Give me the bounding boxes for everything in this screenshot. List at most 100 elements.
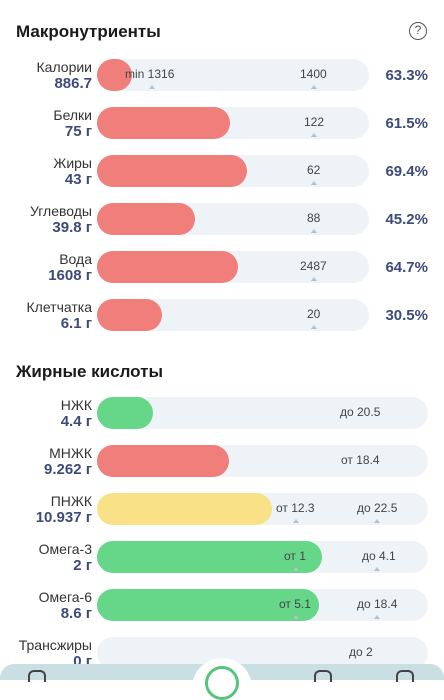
nutrient-name: МНЖК	[49, 445, 92, 461]
progress-track: 62	[97, 155, 369, 187]
nutrient-value: 9.262 г	[44, 461, 92, 478]
target-label: 122	[304, 115, 325, 129]
progress-track: от 12.3 до 22.5	[97, 493, 428, 525]
percent-value: 61.5%	[385, 115, 428, 132]
target-label: 2487	[300, 259, 327, 273]
nutrient-name: Вода	[59, 251, 92, 267]
min-label: от 12.3	[276, 501, 315, 515]
progress-track: 2487	[97, 251, 369, 283]
max-label: до 20.5	[340, 405, 381, 419]
min-label: min 1316	[125, 67, 175, 81]
max-label: до 18.4	[357, 597, 398, 611]
progress-track: до 2	[97, 637, 428, 669]
target-tick	[311, 325, 317, 329]
fatty-row-omega3[interactable]: Омега-3 2 г от 1 до 4.1	[0, 541, 444, 581]
percent-value: 69.4%	[385, 163, 428, 180]
max-tick	[374, 615, 380, 619]
macro-row-fat[interactable]: Жиры 43 г 62 69.4%	[0, 155, 444, 195]
max-label: до 2	[349, 645, 373, 659]
nutrient-name: Омега-3	[38, 541, 92, 557]
target-tick	[311, 85, 317, 89]
fatty-row-omega6[interactable]: Омега-6 8.6 г от 5.1 до 18.4	[0, 589, 444, 629]
nutrient-value: 4.4 г	[60, 413, 92, 430]
min-label: от 1	[284, 549, 306, 563]
progress-fill	[97, 155, 247, 187]
macro-row-fiber[interactable]: Клетчатка 6.1 г 20 30.5%	[0, 299, 444, 339]
target-tick	[311, 133, 317, 137]
min-tick	[149, 85, 155, 89]
fatty-section-title: Жирные кислоты	[16, 362, 163, 381]
percent-value: 45.2%	[385, 211, 428, 228]
target-tick	[311, 277, 317, 281]
nutrient-name: Жиры	[53, 155, 92, 171]
target-label: 1400	[300, 67, 327, 81]
nutrient-value: 10.937 г	[35, 509, 92, 526]
macro-row-protein[interactable]: Белки 75 г 122 61.5%	[0, 107, 444, 147]
bottom-nav	[0, 658, 444, 700]
camera-nav-icon[interactable]	[314, 670, 332, 682]
macro-row-water[interactable]: Вода 1608 г 2487 64.7%	[0, 251, 444, 291]
macro-row-calories[interactable]: Калории 886.7 min 1316 1400 63.3%	[0, 59, 444, 99]
max-label: от 18.4	[341, 453, 380, 467]
progress-fill	[97, 445, 230, 477]
max-label: до 4.1	[362, 549, 396, 563]
percent-value: 30.5%	[385, 307, 428, 324]
nutrient-name: Углеводы	[29, 203, 92, 219]
progress-track: 20	[97, 299, 369, 331]
min-tick	[293, 519, 299, 523]
progress-fill	[97, 541, 323, 573]
nutrient-value: 1608 г	[48, 267, 92, 284]
nutrient-value: 886.7	[54, 75, 92, 92]
nutrient-name: Клетчатка	[26, 299, 92, 315]
nutrient-name: Омега-6	[38, 589, 92, 605]
nutrient-value: 2 г	[73, 557, 92, 574]
percent-value: 63.3%	[385, 67, 428, 84]
progress-fill	[97, 299, 163, 331]
macro-section-title: Макронутриенты	[16, 22, 161, 41]
max-tick	[374, 567, 380, 571]
fatty-row-trans[interactable]: Трансжиры 0 г до 2	[0, 637, 444, 677]
max-tick	[374, 519, 380, 523]
progress-track: от 18.4	[97, 445, 428, 477]
macro-row-carbs[interactable]: Углеводы 39.8 г 88 45.2%	[0, 203, 444, 243]
progress-fill	[97, 589, 319, 621]
nutrient-value: 43 г	[64, 171, 92, 188]
progress-track: от 5.1 до 18.4	[97, 589, 428, 621]
nutrient-name: Калории	[36, 59, 92, 75]
target-label: 20	[307, 307, 321, 321]
progress-fill	[97, 397, 154, 429]
progress-track: 88	[97, 203, 369, 235]
percent-value: 64.7%	[385, 259, 428, 276]
fatty-row-mnzhk[interactable]: МНЖК 9.262 г от 18.4	[0, 445, 444, 485]
progress-track: до 20.5	[97, 397, 428, 429]
target-label: 62	[307, 163, 321, 177]
nutrient-name: Трансжиры	[18, 637, 92, 653]
target-label: 88	[307, 211, 321, 225]
progress-fill	[97, 203, 195, 235]
progress-fill	[97, 107, 231, 139]
progress-fill	[97, 493, 273, 525]
min-tick	[293, 567, 299, 571]
add-entry-button[interactable]	[205, 666, 239, 700]
target-tick	[311, 229, 317, 233]
home-nav-icon[interactable]	[396, 670, 414, 682]
progress-fill	[97, 251, 239, 283]
progress-fill	[97, 59, 133, 91]
nutrient-name: ПНЖК	[50, 493, 92, 509]
progress-track: min 1316 1400	[97, 59, 369, 91]
progress-track: от 1 до 4.1	[97, 541, 428, 573]
nutrient-name: Белки	[53, 107, 92, 123]
max-label: до 22.5	[357, 501, 398, 515]
fatty-row-nzhk[interactable]: НЖК 4.4 г до 20.5	[0, 397, 444, 437]
progress-track: 122	[97, 107, 369, 139]
menu-nav-icon[interactable]	[28, 670, 46, 682]
min-tick	[293, 615, 299, 619]
fatty-row-pnzhk[interactable]: ПНЖК 10.937 г от 12.3 до 22.5	[0, 493, 444, 533]
help-icon[interactable]: ?	[409, 22, 427, 40]
target-tick	[311, 181, 317, 185]
nutrient-value: 8.6 г	[60, 605, 92, 622]
nutrient-value: 6.1 г	[60, 315, 92, 332]
min-label: от 5.1	[279, 597, 311, 611]
nutrient-name: НЖК	[60, 397, 92, 413]
nutrient-value: 75 г	[64, 123, 92, 140]
